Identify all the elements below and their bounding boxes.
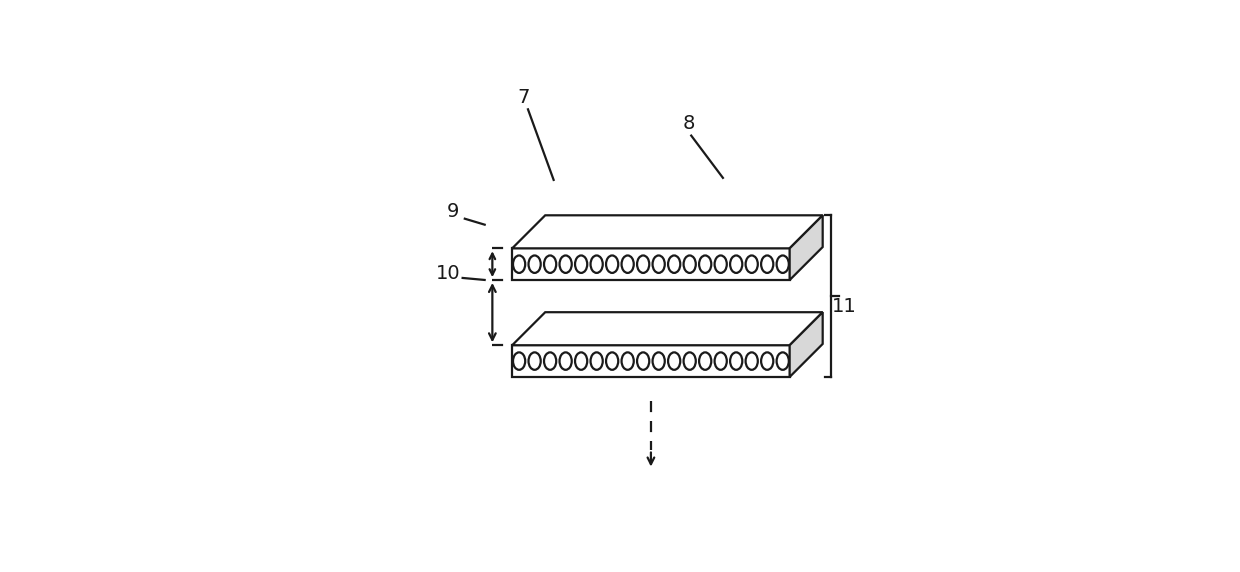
Text: 7: 7 — [517, 88, 529, 107]
Polygon shape — [512, 312, 822, 345]
Text: 9: 9 — [446, 202, 459, 221]
Text: 10: 10 — [436, 264, 460, 283]
Polygon shape — [790, 215, 822, 280]
Polygon shape — [512, 215, 822, 248]
Text: 8: 8 — [682, 114, 694, 133]
Polygon shape — [512, 248, 790, 280]
Text: 11: 11 — [832, 297, 857, 316]
Polygon shape — [790, 312, 822, 377]
Polygon shape — [512, 345, 790, 377]
